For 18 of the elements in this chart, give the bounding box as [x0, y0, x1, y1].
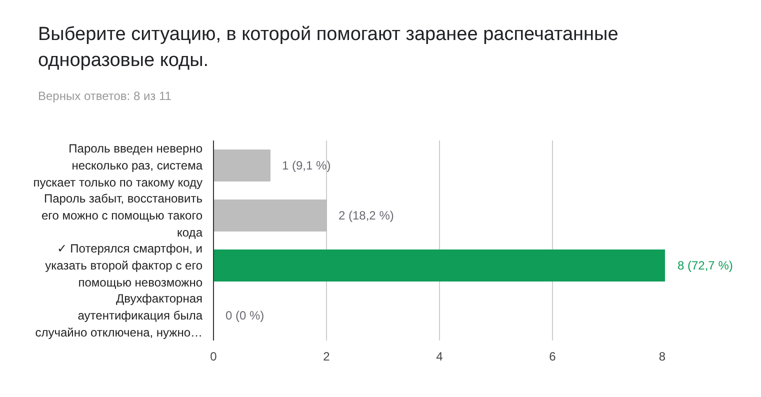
- x-tick-label: 4: [436, 350, 444, 364]
- data-label: 8 (72,7 %): [678, 258, 733, 272]
- y-tick-label: ✓ Потерялся смартфон, и указать второй фактор с его помощью невозможно: [45, 242, 203, 290]
- data-label: 0 (0 %): [226, 308, 264, 322]
- x-tick-label: 0: [210, 350, 218, 364]
- bar: [214, 200, 327, 232]
- x-tick-label: 6: [549, 350, 556, 364]
- text: Верных ответов: 8 из 11: [38, 88, 172, 105]
- chart-title: Выберите ситуацию, в которой помогают заранее распечатанные одноразовые коды.: [38, 23, 620, 73]
- y-tick-label: Двухфакторная аутентификация была случайно отключена, нужно…: [35, 292, 203, 340]
- x-tick-label: 8: [658, 350, 666, 364]
- data-label: 2 (18,2 %): [338, 208, 394, 222]
- data-label: 1 (9,1 %): [282, 158, 331, 172]
- bar: [214, 150, 270, 182]
- bar: [214, 250, 665, 282]
- y-tick-label: Пароль забыт, восстановить его можно с помощью такого кода: [41, 192, 203, 240]
- y-tick-label: Пароль введен неверно несколько раз, система пускает только по такому коду: [33, 142, 203, 190]
- x-tick-label: 2: [323, 350, 330, 364]
